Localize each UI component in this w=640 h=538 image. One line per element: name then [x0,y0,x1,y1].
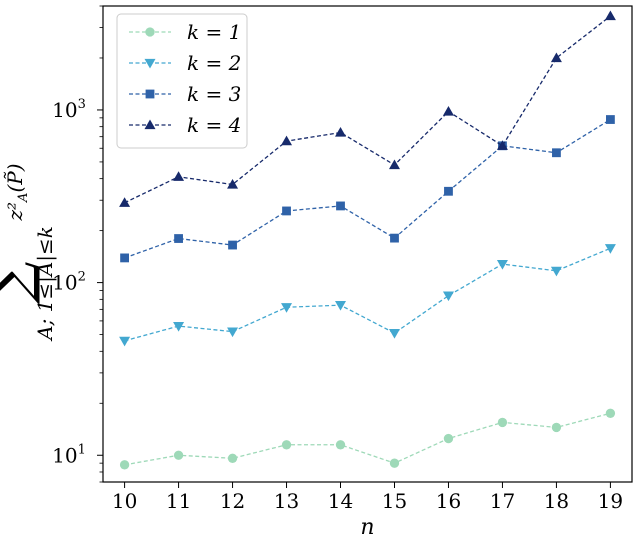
data-point [388,328,400,339]
data-point [497,417,508,428]
data-point [604,10,616,21]
data-point [119,460,130,470]
data-point [551,422,562,433]
data-point [442,291,454,302]
data-point [388,159,400,170]
data-point [227,453,238,463]
data-point [443,433,454,444]
y-tick-label: 101 [52,442,86,467]
x-tick-label: 12 [220,489,245,513]
plot-marks [119,10,616,470]
legend-item: k = 3 [129,82,241,106]
data-point [605,408,616,418]
data-point [119,197,131,207]
x-tick-label: 10 [112,489,137,513]
data-point [281,440,292,450]
data-point [550,52,562,63]
data-point [496,140,508,150]
data-point [389,458,400,468]
legend-item: k = 2 [129,51,241,75]
data-point [444,186,453,196]
legend-label: k = 2 [187,51,241,75]
y-axis-label: ∑ A; 1≤|A|≤k z²A(P̃) [0,163,58,341]
series-3 [120,115,615,263]
data-point [606,115,615,124]
axes-frame [102,5,633,483]
data-point [282,206,291,216]
data-point [281,303,293,313]
y-tick-label: 103 [52,97,86,122]
data-point [281,135,293,146]
legend-label: k = 4 [187,113,241,137]
x-tick-label: 19 [598,489,623,513]
x-tick-label: 11 [166,489,191,513]
svg-text:z²A(P̃): z²A(P̃) [3,163,31,221]
svg-text:∑: ∑ [0,261,43,304]
data-point [496,259,508,270]
data-point [604,244,616,254]
data-point [119,336,131,347]
data-point [335,127,347,137]
data-point [442,105,454,116]
series-line [124,247,611,342]
legend-item: k = 1 [129,20,241,44]
legend-box [116,13,248,149]
x-tick-label: 14 [328,489,353,513]
data-point [227,178,239,189]
svg-text:A; 1≤|A|≤k: A; 1≤|A|≤k [33,226,58,342]
series-line [124,118,611,259]
series-line [124,15,611,204]
x-tick-label: 13 [274,489,299,513]
data-point [336,201,345,211]
data-point [174,234,183,243]
data-point [227,327,239,338]
legend-item: k = 4 [129,113,241,137]
data-point [335,301,347,311]
data-point [173,321,185,332]
data-point [335,440,346,450]
x-tick-label: 18 [544,489,569,513]
series-line [124,412,611,466]
data-point [550,266,562,277]
data-point [390,233,399,243]
legend: k = 1 k = 2 k = 3 k = 4 [116,13,248,149]
data-point [552,148,561,158]
series-4 [119,10,616,207]
axis-ticks: 10 11 12 13 14 15 16 17 18 19 101 102 103 [52,5,623,513]
data-point [173,450,184,460]
legend-label: k = 1 [187,20,241,44]
data-point [228,240,237,250]
x-tick-label: 15 [382,489,407,513]
series-2 [119,244,616,347]
legend-label: k = 3 [187,82,241,106]
x-axis-label: n [360,515,374,538]
x-tick-label: 16 [436,489,461,513]
y-tick-label: 102 [52,270,86,295]
data-point [173,171,185,181]
x-tick-label: 17 [490,489,515,513]
series-1 [119,408,616,470]
data-point [120,253,129,263]
